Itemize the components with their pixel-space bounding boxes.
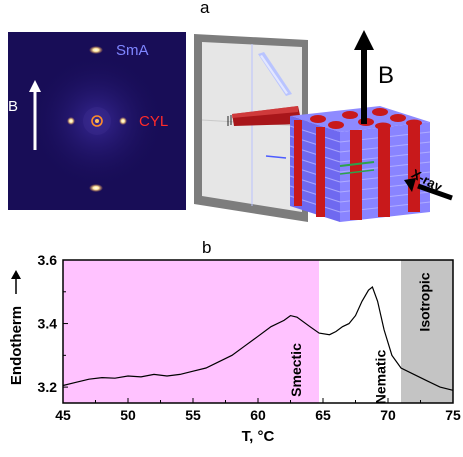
sma-peak-bottom	[89, 184, 103, 192]
field-label-b: B	[8, 98, 19, 115]
x-tick-label: 65	[315, 407, 331, 423]
region-label-nematic: Nematic	[372, 350, 388, 405]
phase-regions	[63, 260, 453, 403]
field-arrow-head	[29, 80, 41, 92]
y-tick-label: 3.6	[38, 255, 58, 268]
x-tick-label: 55	[185, 407, 201, 423]
x-axis-ticks: 45 50 55 60 65 70 75	[55, 398, 461, 423]
cyl-peak-right	[119, 117, 127, 125]
sma-peak-top	[89, 46, 103, 54]
dsc-curve	[62, 285, 454, 391]
xray-diffraction-image: B SmA CYL	[8, 32, 186, 210]
experiment-schematic: B X-ray	[190, 26, 462, 231]
sample-cube	[289, 106, 431, 222]
region-nematic	[319, 260, 401, 403]
schematic-field-label: B	[378, 62, 395, 89]
region-label-smectic: Smectic	[288, 343, 304, 397]
y-axis-ticks: 3.2 3.4 3.6	[38, 255, 68, 395]
x-tick-label: 50	[120, 407, 136, 423]
y-axis-label: Endotherm	[8, 306, 25, 385]
region-label-isotropic: Isotropic	[417, 272, 433, 331]
y-arrow-head	[11, 270, 21, 279]
region-isotropic	[401, 260, 453, 403]
x-tick-label: 70	[380, 407, 396, 423]
sma-label: SmA	[116, 42, 149, 59]
x-axis-label: T, °C	[242, 428, 275, 445]
y-tick-label: 3.2	[38, 379, 58, 395]
x-tick-label: 75	[445, 407, 461, 423]
panel-a-label: a	[200, 0, 210, 17]
y-tick-label: 3.4	[38, 316, 58, 332]
cyl-label: CYL	[139, 113, 169, 130]
phase-region-labels: Smectic Nematic Isotropic	[288, 272, 433, 404]
region-smectic	[63, 260, 320, 403]
xray-direction-arrow	[417, 183, 453, 201]
dsc-chart: Smectic Nematic Isotropic 45 50 55 60 65 70 75 3…	[8, 255, 461, 445]
schematic-drawing	[194, 30, 453, 222]
beamstop-ring	[91, 115, 103, 127]
cyl-peak-left	[67, 117, 75, 125]
panel-b-label: b	[202, 238, 212, 257]
y-axis-label-arrow	[11, 270, 21, 294]
x-tick-label: 60	[250, 407, 266, 423]
x-tick-label: 45	[55, 407, 71, 423]
diffraction-pattern	[8, 32, 186, 210]
